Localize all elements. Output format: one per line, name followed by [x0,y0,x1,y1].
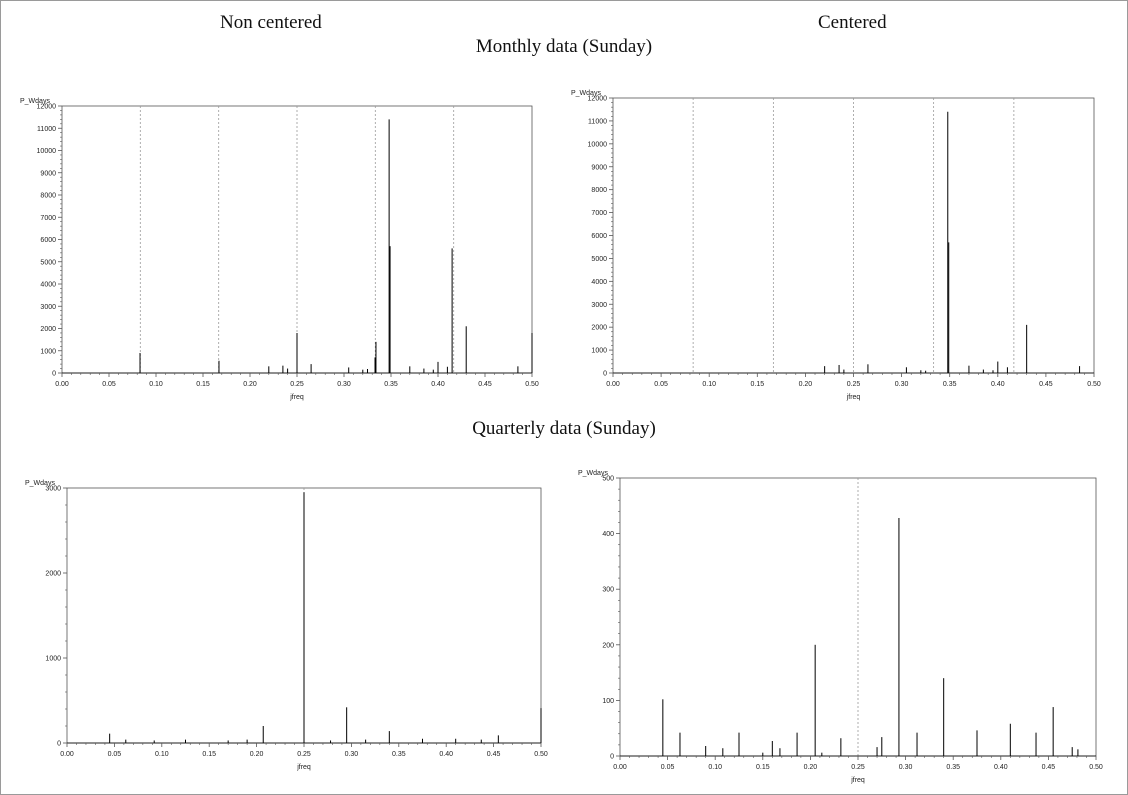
y-tick-label: 1000 [45,656,61,663]
y-tick-label: 10000 [588,141,608,148]
x-tick-label: 0.10 [702,381,716,388]
x-tick-label: 0.20 [804,764,818,771]
y-tick-label: 3000 [45,486,61,493]
y-tick-label: 8000 [591,187,607,194]
y-tick-label: 3000 [591,302,607,309]
x-tick-label: 0.00 [613,764,627,771]
x-tick-label: 0.15 [196,381,210,388]
y-tick-label: 6000 [591,233,607,240]
x-tick-label: 0.15 [756,764,770,771]
x-tick-label: 0.35 [946,764,960,771]
y-tick-label: 300 [602,587,614,594]
y-tick-label: 7000 [591,210,607,217]
section-title-quarterly: Quarterly data (Sunday) [472,418,656,439]
chart-quarterly-noncentered: 0 1000 2000 3000 0.00 0.05 0.10 0.15 0.20 0.25 0.3… [25,480,548,771]
x-tick-label: 0.50 [1089,764,1103,771]
x-tick-label: 0.00 [606,381,620,388]
x-axis-label: jfreq [296,764,311,771]
y-tick-label: 10000 [37,148,57,155]
x-tick-label: 0.45 [487,751,501,758]
y-axis-label: P_Wdays [578,470,608,477]
x-tick-label: 0.00 [60,751,74,758]
y-tick-label: 0 [603,371,607,378]
y-tick-label: 5000 [40,259,56,266]
x-tick-label: 0.05 [102,381,116,388]
x-tick-label: 0.50 [534,751,548,758]
x-tick-label: 0.25 [297,751,311,758]
x-axis-label: jfreq [850,777,865,784]
column-header-centered: Centered [818,12,887,33]
x-tick-label: 0.30 [337,381,351,388]
x-tick-label: 0.00 [55,381,69,388]
y-axis-label: P_Wdays [571,90,601,97]
x-tick-label: 0.35 [384,381,398,388]
x-tick-label: 0.30 [899,764,913,771]
y-tick-label: 2000 [40,326,56,333]
y-tick-label: 1000 [40,348,56,355]
x-tick-label: 0.25 [290,381,304,388]
x-tick-label: 0.10 [708,764,722,771]
y-tick-label: 200 [602,642,614,649]
x-tick-label: 0.30 [345,751,359,758]
y-tick-label: 0 [57,741,61,748]
x-tick-label: 0.50 [1087,381,1101,388]
y-tick-label: 2000 [45,571,61,578]
y-tick-label: 100 [602,698,614,705]
y-axis-label: P_Wdays [20,98,50,105]
x-tick-label: 0.35 [392,751,406,758]
y-tick-label: 12000 [588,96,608,103]
x-tick-label: 0.40 [994,764,1008,771]
column-header-non-centered: Non centered [220,12,322,33]
y-tick-label: 4000 [40,282,56,289]
x-axis-label: jfreq [846,394,861,401]
x-tick-label: 0.30 [895,381,909,388]
y-tick-label: 3000 [40,304,56,311]
x-tick-label: 0.20 [250,751,264,758]
y-tick-label: 8000 [40,193,56,200]
chart-quarterly-centered: 0 100 200 300 400 500 0.00 0.05 0.10 0.15 0.20 0.25… [578,470,1103,784]
y-axis-label: P_Wdays [25,480,55,487]
x-tick-label: 0.15 [750,381,764,388]
x-tick-label: 0.40 [439,751,453,758]
x-tick-label: 0.05 [108,751,122,758]
y-tick-label: 400 [602,531,614,538]
x-tick-label: 0.25 [851,764,865,771]
x-tick-label: 0.20 [243,381,257,388]
x-tick-label: 0.35 [943,381,957,388]
y-tick-label: 5000 [591,256,607,263]
y-tick-label: 12000 [37,104,57,111]
y-tick-label: 0 [610,754,614,761]
x-tick-label: 0.05 [654,381,668,388]
x-tick-label: 0.50 [525,381,539,388]
x-tick-label: 0.10 [155,751,169,758]
x-axis-label: jfreq [289,394,304,401]
x-tick-label: 0.15 [202,751,216,758]
y-tick-label: 4000 [591,279,607,286]
chart-monthly-noncentered: 0 1000 2000 3000 4000 5000 6000 7000 8000 9000 100… [20,98,539,401]
x-tick-label: 0.45 [1039,381,1053,388]
y-tick-label: 11000 [37,126,56,133]
y-tick-label: 500 [602,476,614,483]
y-tick-label: 7000 [40,215,56,222]
y-tick-label: 9000 [591,164,607,171]
y-tick-label: 9000 [40,170,56,177]
y-tick-label: 11000 [588,118,607,125]
x-tick-label: 0.45 [478,381,492,388]
x-tick-label: 0.05 [661,764,675,771]
x-tick-label: 0.40 [431,381,445,388]
y-tick-label: 2000 [591,325,607,332]
y-tick-label: 1000 [591,348,607,355]
y-tick-label: 6000 [40,237,56,244]
y-tick-label: 0 [52,371,56,378]
x-tick-label: 0.25 [847,381,861,388]
section-title-monthly: Monthly data (Sunday) [475,36,653,57]
x-tick-label: 0.40 [991,381,1005,388]
x-tick-label: 0.10 [149,381,163,388]
x-tick-label: 0.20 [799,381,813,388]
chart-monthly-centered: 0 1000 2000 3000 4000 5000 6000 7000 8000 9000 100… [571,90,1101,401]
x-tick-label: 0.45 [1042,764,1056,771]
